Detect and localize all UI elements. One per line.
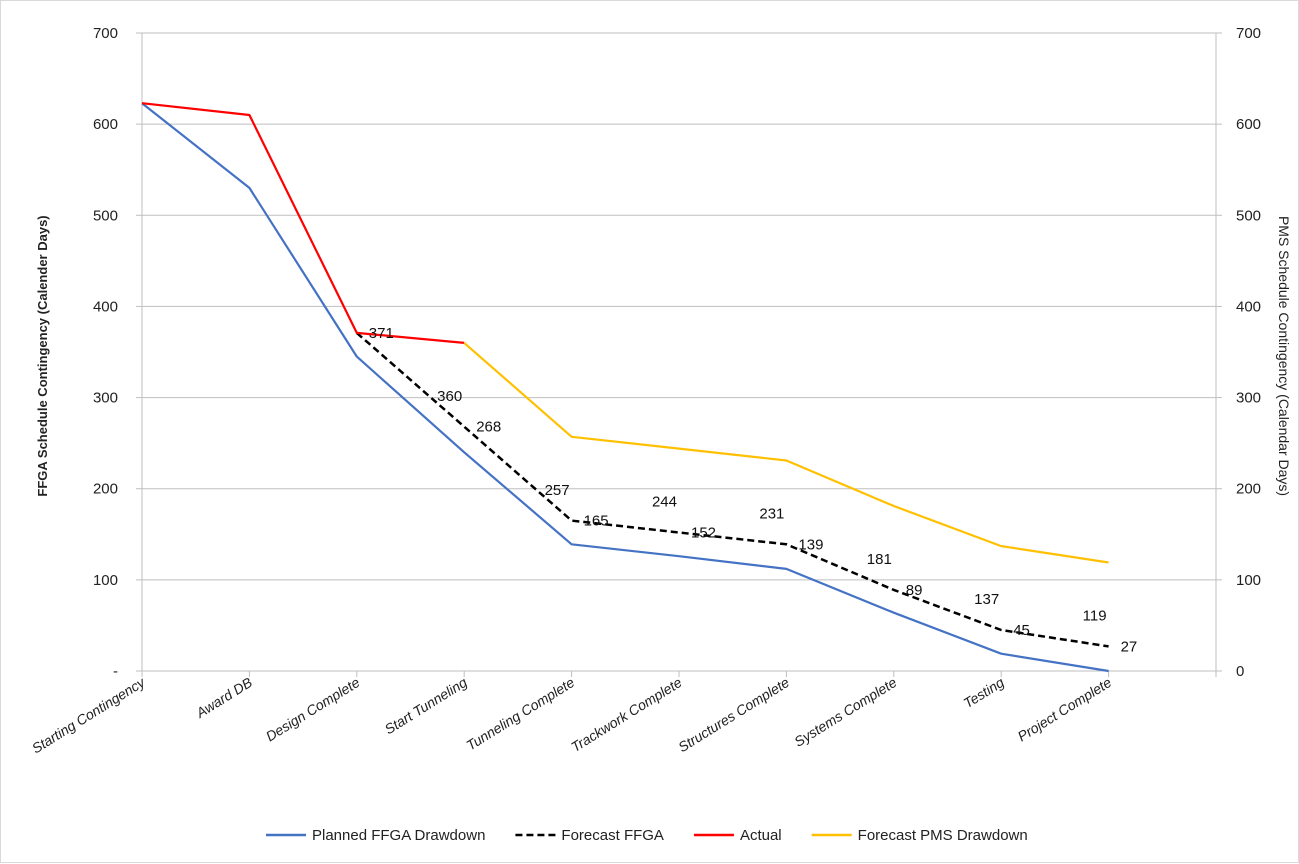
data-label: 27 — [1121, 638, 1138, 655]
left-axis-title: FFGA Schedule Contingency (Calender Days… — [35, 215, 50, 496]
legend: Planned FFGA Drawdown Forecast FFGA Actual… — [266, 827, 1028, 844]
category-label: Structures Complete — [675, 674, 792, 755]
category-label: Trackwork Complete — [568, 674, 685, 755]
data-label: 119 — [1083, 608, 1107, 625]
series-line — [141, 102, 1109, 673]
data-label: 152 — [691, 524, 716, 541]
left-tick-label: 100 — [93, 572, 118, 589]
axes — [136, 32, 1222, 677]
data-label: 89 — [906, 582, 923, 599]
left-tick-label: - — [113, 663, 118, 680]
data-label: 181 — [867, 551, 892, 568]
legend-label: Forecast FFGA — [561, 827, 664, 844]
data-label: 137 — [974, 591, 999, 608]
legend-label: Planned FFGA Drawdown — [312, 827, 485, 844]
data-label: 244 — [652, 494, 677, 511]
left-tick-label: 300 — [93, 390, 118, 407]
right-tick-label: 400 — [1236, 298, 1261, 315]
right-tick-label: 200 — [1236, 481, 1261, 498]
right-tick-label: 600 — [1236, 116, 1261, 133]
right-tick-label: 700 — [1236, 25, 1261, 42]
series-line — [141, 102, 465, 344]
category-label: Systems Complete — [791, 674, 899, 750]
category-label: Testing — [960, 674, 1007, 711]
left-tick-label: 600 — [93, 116, 118, 133]
right-y-axis-ticks: 0 100 200 300 400 500 600 700 — [1236, 25, 1261, 680]
category-label: Starting Contingency — [29, 673, 149, 756]
data-label: 139 — [798, 536, 823, 553]
left-tick-label: 200 — [93, 481, 118, 498]
series-lines — [141, 102, 1109, 673]
data-label: 268 — [476, 419, 501, 436]
right-tick-label: 100 — [1236, 572, 1261, 589]
right-axis-title: PMS Schedule Contingency (Calendar Days) — [1276, 216, 1292, 496]
category-label: Design Complete — [263, 674, 363, 745]
right-tick-label: 300 — [1236, 390, 1261, 407]
data-label: 257 — [545, 482, 570, 499]
right-tick-label: 0 — [1236, 663, 1244, 680]
left-tick-label: 500 — [93, 207, 118, 224]
data-label: 45 — [1013, 622, 1030, 639]
left-y-axis-ticks: - 100 200 300 400 500 600 700 — [93, 25, 118, 680]
right-tick-label: 500 — [1236, 207, 1261, 224]
left-tick-label: 700 — [93, 25, 118, 42]
category-label: Project Complete — [1015, 674, 1115, 745]
series-line — [355, 331, 1109, 648]
category-label: Tunneling Complete — [463, 674, 577, 754]
data-label: 360 — [437, 388, 462, 405]
data-label: 231 — [759, 505, 784, 522]
gridlines — [142, 32, 1216, 581]
category-label: Start Tunneling — [382, 674, 470, 737]
legend-label: Actual — [740, 827, 782, 844]
legend-label: Forecast PMS Drawdown — [858, 827, 1028, 844]
category-label: Award DB — [192, 674, 255, 721]
data-label: 165 — [584, 513, 609, 530]
data-label: 371 — [369, 325, 394, 342]
data-labels: 371 268 165 152 139 89 45 27 360 257 244 231 181 137 1… — [369, 325, 1137, 656]
x-axis-category-labels: Starting Contingency Award DB Design Compl… — [29, 673, 1114, 756]
left-tick-label: 400 — [93, 298, 118, 315]
series-line — [463, 342, 1109, 564]
